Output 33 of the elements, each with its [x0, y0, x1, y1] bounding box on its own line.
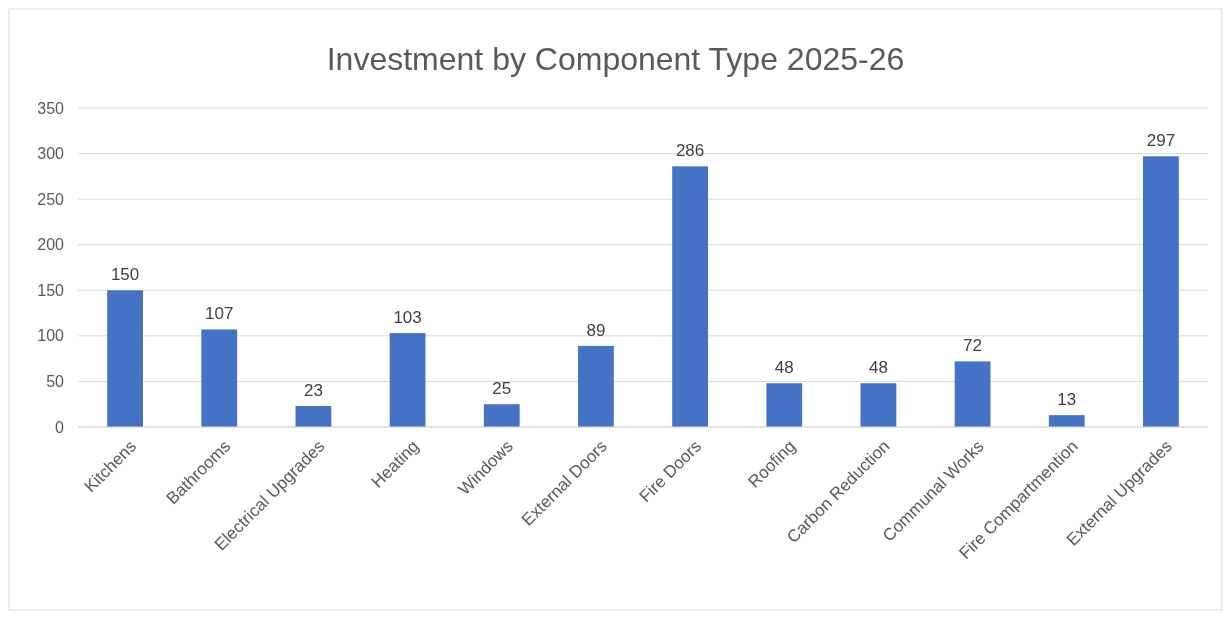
- y-tick-label: 150: [37, 281, 65, 299]
- bar: [766, 383, 803, 427]
- y-tick-label: 250: [37, 190, 65, 208]
- bar: [107, 290, 143, 427]
- bar: [1143, 156, 1179, 427]
- y-tick-label: 350: [37, 99, 65, 117]
- data-label: 23: [303, 381, 323, 401]
- y-tick-label: 200: [37, 236, 65, 254]
- data-label: 150: [110, 265, 140, 285]
- y-tick-label: 50: [46, 373, 65, 391]
- data-label: 89: [586, 320, 606, 340]
- data-label: 107: [205, 304, 234, 324]
- y-tick-label: 100: [37, 327, 65, 345]
- bar: [860, 383, 897, 427]
- bar: [1048, 415, 1085, 427]
- y-tick-label: 300: [37, 145, 65, 163]
- data-label: 48: [868, 358, 888, 378]
- bar: [483, 404, 520, 427]
- data-label: 286: [675, 141, 705, 161]
- bar: [954, 361, 991, 427]
- data-label: 48: [774, 358, 794, 378]
- bar: [672, 166, 708, 427]
- bar: [201, 329, 238, 427]
- data-label: 25: [492, 379, 512, 399]
- bar: [295, 406, 332, 427]
- bar: [389, 333, 426, 427]
- data-label: 103: [393, 308, 422, 328]
- data-label: 297: [1146, 131, 1176, 151]
- bar: [578, 345, 614, 427]
- y-tick-label: 0: [55, 418, 65, 436]
- chart-title: Investment by Component Type 2025-26: [326, 41, 905, 77]
- data-label: 72: [963, 336, 983, 356]
- data-label: 13: [1057, 390, 1077, 410]
